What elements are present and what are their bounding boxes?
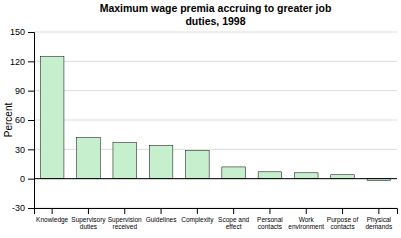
tick-mark (28, 208, 34, 209)
tick: Complexity (181, 208, 214, 224)
grid-line (34, 90, 397, 91)
tick-label: 90 (15, 86, 25, 96)
tick-mark (28, 179, 34, 180)
tick: Guidelines (146, 208, 177, 223)
tick-mark (28, 91, 34, 92)
tick-mark (269, 208, 270, 214)
tick-mark (306, 208, 307, 214)
title: Maximum wage premia accruing to greater … (100, 2, 332, 27)
tick-label: Guidelines (146, 216, 177, 223)
tick-label: Scope andeffect (218, 216, 249, 230)
tick-mark (124, 208, 125, 214)
bar (113, 142, 137, 178)
tick-label: 30 (15, 145, 25, 155)
tick-label: 60 (15, 115, 25, 125)
chart: -30 0 30 60 90 120 150 KnowledgeSupervisoryduti… (0, 0, 401, 238)
tick-label: 120 (10, 57, 25, 67)
tick: 120 (10, 57, 34, 67)
plot: -30 0 30 60 90 120 150 KnowledgeSupervisoryduti… (10, 27, 398, 230)
tick-label: Personalcontacts (257, 216, 283, 230)
grid-line (34, 32, 397, 33)
tick-mark (378, 208, 379, 214)
tick-mark (28, 149, 34, 150)
y-axis-title: Percent (3, 103, 14, 138)
tick: 0 (20, 174, 34, 184)
tick: Personalcontacts (257, 208, 283, 230)
tick: Physicaldemands (365, 208, 392, 230)
bar (294, 173, 318, 179)
tick-mark (52, 208, 53, 214)
tick-mark (28, 120, 34, 121)
tick-label: Purpose ofcontacts (327, 216, 359, 230)
tick-label: Workenvironment (288, 216, 324, 230)
tick-mark (342, 208, 343, 214)
bar (258, 172, 282, 179)
bar (222, 167, 246, 179)
tick-mark (197, 208, 198, 214)
tick: Workenvironment (288, 208, 324, 230)
tick: 150 (10, 27, 34, 37)
tick: 60 (15, 115, 34, 125)
bar (77, 138, 101, 179)
tick-mark (88, 208, 89, 214)
tick: 30 (15, 145, 34, 155)
grid-line (34, 178, 397, 179)
tick: Supervisoryduties (71, 208, 106, 230)
tick: Scope andeffect (218, 208, 249, 230)
tick-mark (28, 61, 34, 62)
tick-mark (161, 208, 162, 214)
axis-line (28, 33, 35, 209)
grid-line (34, 120, 397, 121)
tick-label: 0 (20, 174, 25, 184)
y-axis: -30 0 30 60 90 120 150 (10, 27, 35, 213)
axis-line (35, 209, 398, 215)
bar (40, 56, 64, 178)
tick: -30 (12, 203, 34, 213)
tick-label: Physicaldemands (365, 216, 392, 230)
tick-label: 150 (10, 27, 25, 37)
bar (186, 150, 210, 178)
tick-label: Supervisoryduties (71, 216, 106, 230)
bar (149, 145, 173, 178)
tick: 90 (15, 86, 34, 96)
tick-mark (233, 208, 234, 214)
x-axis: KnowledgeSupervisorydutiesSupervisionrec… (35, 208, 398, 230)
tick: Supervisionreceived (108, 208, 142, 230)
zero-line (34, 178, 397, 179)
tick: Purpose ofcontacts (327, 208, 359, 230)
tick-label: Complexity (181, 216, 214, 224)
bars (40, 56, 390, 180)
tick-label: Supervisionreceived (108, 216, 142, 230)
tick: Knowledge (36, 208, 69, 224)
bar (331, 175, 355, 179)
grid-line (34, 61, 397, 62)
tick-label: Knowledge (36, 216, 69, 224)
grid (34, 32, 397, 208)
tick-mark (28, 32, 34, 33)
tick-label: -30 (12, 203, 25, 213)
